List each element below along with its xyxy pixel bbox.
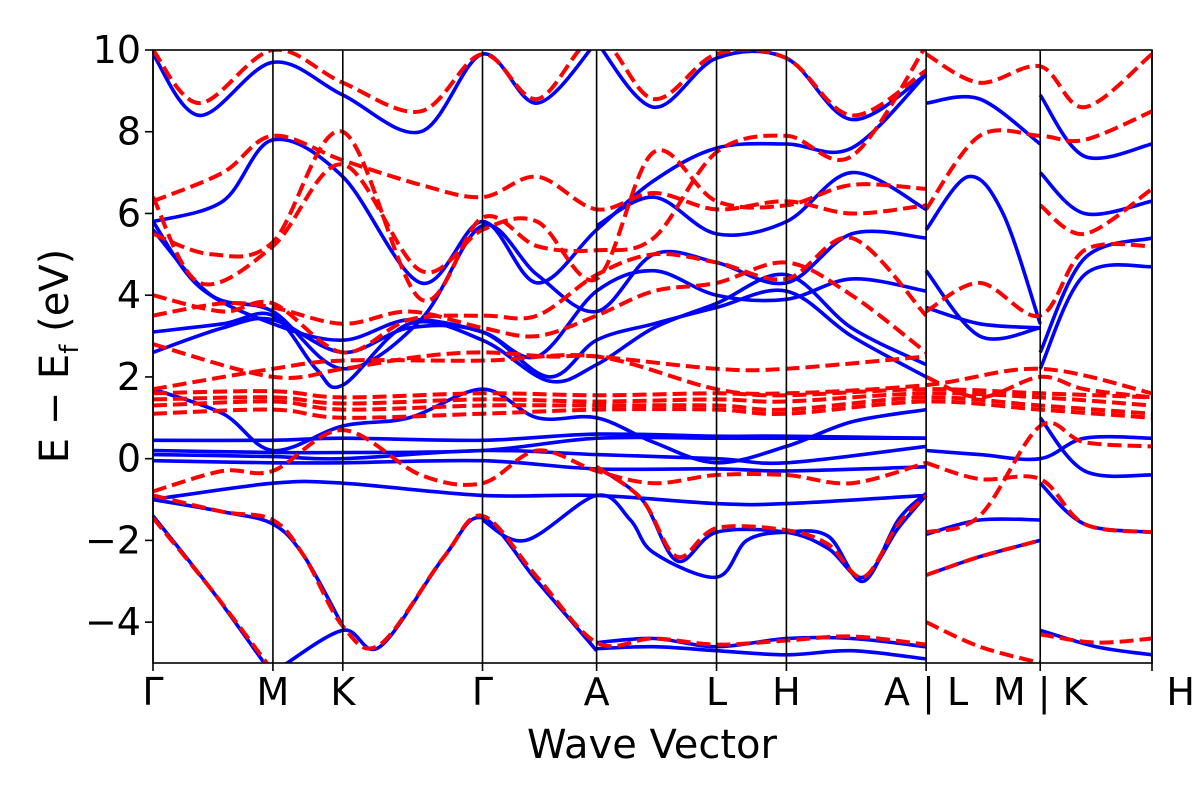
dashed-band-20 — [925, 460, 1152, 535]
y-tick-label: 10 — [93, 28, 141, 72]
solid-band-26 — [925, 517, 1041, 537]
solid-band-25 — [925, 434, 1152, 462]
y-axis-label-subscript: f — [55, 344, 85, 354]
dashed-band-2 — [153, 391, 1152, 408]
y-axis-label: E − Ef (eV) — [32, 249, 85, 464]
solid-band-22 — [925, 305, 1041, 330]
dashed-band-4 — [153, 353, 1152, 396]
dashed-band-13 — [153, 493, 927, 651]
y-tick-label: −4 — [85, 600, 141, 644]
y-axis-label-unit: (eV) — [32, 249, 78, 345]
solid-band-21 — [924, 174, 1042, 325]
solid-band-20 — [595, 170, 927, 237]
y-axis-ticks: −4 −2 0 2 4 6 8 10 — [85, 28, 153, 644]
k-point-label: A — [584, 670, 610, 714]
solid-band-18 — [153, 50, 593, 135]
dashed-band-3 — [153, 387, 1152, 400]
solid-band-2 — [153, 497, 345, 628]
solid-band-24 — [925, 94, 1042, 146]
solid-band-31 — [1039, 628, 1152, 657]
dashed-band-5 — [153, 342, 927, 380]
dashed-band-9 — [153, 50, 926, 303]
plot-frame — [152, 49, 1153, 664]
dashed-band-17 — [925, 241, 1152, 319]
k-point-label: H — [1166, 670, 1195, 714]
k-point-label: Γ — [472, 670, 493, 714]
dashed-band-15 — [153, 516, 270, 663]
y-tick-label: 4 — [117, 273, 141, 317]
solid-band-19 — [600, 50, 928, 122]
k-point-label: M — [257, 670, 290, 714]
solid-band-32 — [1038, 416, 1152, 479]
y-axis-label-main: E − E — [32, 354, 78, 464]
k-point-label: L — [706, 670, 727, 714]
k-point-label: M | K — [993, 670, 1089, 715]
y-tick-label: 8 — [117, 110, 141, 154]
k-point-label: K — [330, 670, 356, 714]
dashed-band-22 — [925, 538, 1041, 577]
solid-band-5 — [481, 492, 928, 584]
dashed-band-19 — [925, 52, 1152, 110]
k-point-label: H — [772, 670, 801, 714]
y-tick-label: 2 — [117, 355, 141, 399]
dashed-band-18 — [924, 109, 1152, 211]
solid-band-29 — [1038, 236, 1152, 354]
solid-band-28 — [1038, 263, 1152, 370]
solid-band-34 — [1038, 93, 1152, 161]
dashed-band-1 — [153, 395, 1152, 416]
solid-band-4 — [596, 644, 927, 661]
k-point-label: A | L — [884, 670, 968, 715]
solid-band-13 — [153, 288, 927, 379]
dashed-band-24 — [1039, 632, 1152, 645]
solid-band-30 — [1038, 171, 1152, 217]
y-tick-label: 0 — [117, 437, 141, 481]
solid-band-3 — [596, 635, 927, 649]
solid-band-23 — [924, 269, 1041, 341]
solid-band-7 — [153, 479, 927, 507]
dashed-band-14 — [595, 465, 928, 580]
dashed-band-23 — [925, 620, 1041, 663]
dashed-band-25 — [1038, 187, 1152, 236]
k-point-label: Γ — [142, 670, 163, 714]
x-axis-label: Wave Vector — [527, 722, 778, 768]
bands-layer — [153, 50, 1152, 663]
y-tick-label: −2 — [85, 518, 141, 562]
y-tick-label: 6 — [117, 191, 141, 235]
dashed-band-0 — [153, 399, 1152, 420]
solid-band-33 — [1038, 481, 1152, 534]
dashed-band-7 — [153, 235, 928, 355]
